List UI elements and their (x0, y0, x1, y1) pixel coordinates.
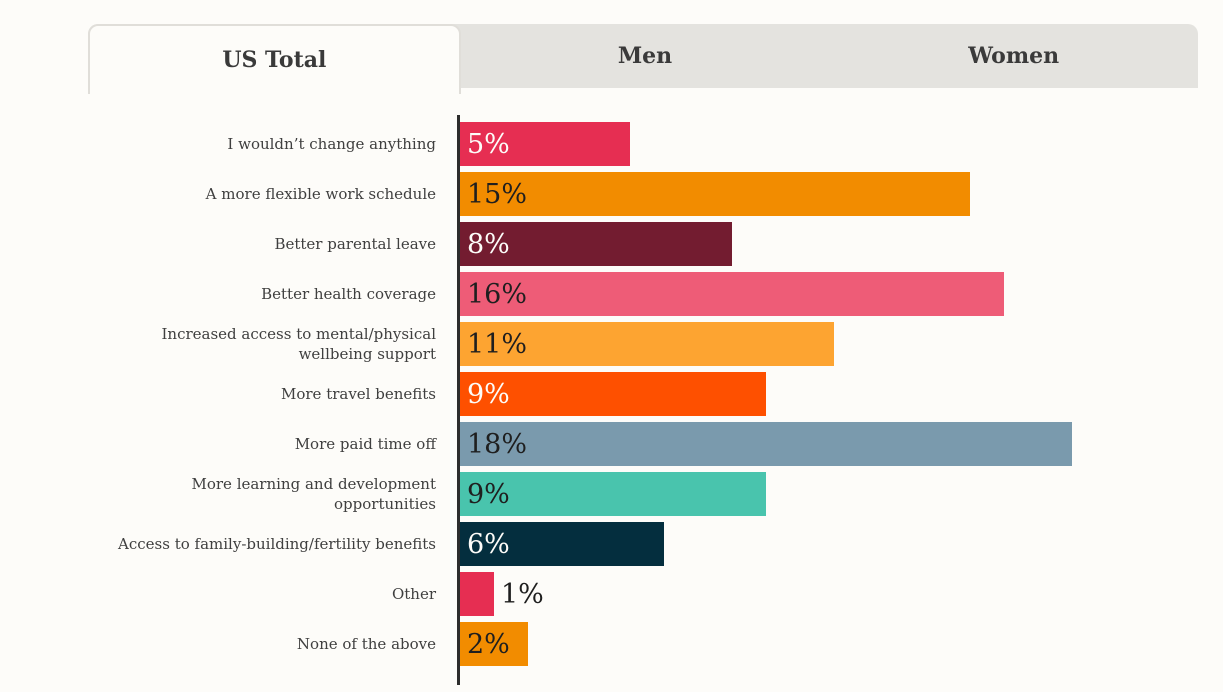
bar-area: 2% (460, 622, 1223, 666)
value-label: 16% (467, 278, 528, 310)
chart-row: Better health coverage 16% (0, 269, 1223, 319)
chart-row: More paid time off 18% (0, 419, 1223, 469)
value-label: 2% (467, 628, 510, 660)
value-label: 5% (467, 128, 510, 160)
category-label: Other (391, 584, 436, 603)
bar: 2% (460, 622, 528, 666)
category-label: More learning and development opportunit… (191, 474, 436, 513)
chart-row: Access to family-building/fertility bene… (0, 519, 1223, 569)
tab-label: Men (617, 43, 673, 69)
bar: 8% (460, 222, 732, 266)
tab-label: US Total (222, 47, 327, 73)
bar-area: 16% (460, 272, 1223, 316)
bar-chart: I wouldn’t change anything 5% A more fle… (0, 119, 1223, 669)
bar-area: 15% (460, 172, 1223, 216)
category-label: Better parental leave (274, 234, 436, 253)
chart-row: I wouldn’t change anything 5% (0, 119, 1223, 169)
value-label: 8% (467, 228, 510, 260)
bar-area: 5% (460, 122, 1223, 166)
category-label: Better health coverage (261, 284, 436, 303)
bar: 6% (460, 522, 664, 566)
bar (460, 572, 494, 616)
chart-row: Increased access to mental/physical well… (0, 319, 1223, 369)
tab-men[interactable]: Men (461, 24, 830, 88)
category-label: I wouldn’t change anything (227, 134, 436, 153)
bar: 9% (460, 472, 766, 516)
value-label: 6% (467, 528, 510, 560)
value-label: 18% (467, 428, 528, 460)
tab-us-total[interactable]: US Total (88, 24, 461, 94)
value-label: 15% (467, 178, 528, 210)
category-label: None of the above (296, 634, 436, 653)
chart-row: None of the above 2% (0, 619, 1223, 669)
chart-row: Better parental leave 8% (0, 219, 1223, 269)
bar: 16% (460, 272, 1004, 316)
bar: 9% (460, 372, 766, 416)
value-label-outside: 1% (501, 578, 544, 610)
bar: 15% (460, 172, 970, 216)
chart-row: More learning and development opportunit… (0, 469, 1223, 519)
value-label: 9% (467, 478, 510, 510)
category-label: A more flexible work schedule (205, 184, 436, 203)
chart-row: Other 1% (0, 569, 1223, 619)
chart-row: A more flexible work schedule 15% (0, 169, 1223, 219)
bar-area: 11% (460, 322, 1223, 366)
tab-women[interactable]: Women (829, 24, 1198, 88)
category-label: Access to family-building/fertility bene… (118, 534, 436, 553)
bar-area: 9% (460, 372, 1223, 416)
tab-bar: US Total Men Women (88, 24, 1198, 94)
y-axis-line (457, 115, 460, 685)
value-label: 9% (467, 378, 510, 410)
tab-label: Women (968, 43, 1060, 69)
bar: 5% (460, 122, 630, 166)
category-label: Increased access to mental/physical well… (161, 324, 437, 363)
bar-area: 1% (460, 572, 1223, 616)
value-label: 11% (467, 328, 528, 360)
category-label: More paid time off (294, 434, 436, 453)
category-label: More travel benefits (280, 384, 436, 403)
chart-row: More travel benefits 9% (0, 369, 1223, 419)
bar: 11% (460, 322, 834, 366)
bar-area: 9% (460, 472, 1223, 516)
bar: 18% (460, 422, 1072, 466)
bar-area: 8% (460, 222, 1223, 266)
bar-area: 6% (460, 522, 1223, 566)
bar-area: 18% (460, 422, 1223, 466)
